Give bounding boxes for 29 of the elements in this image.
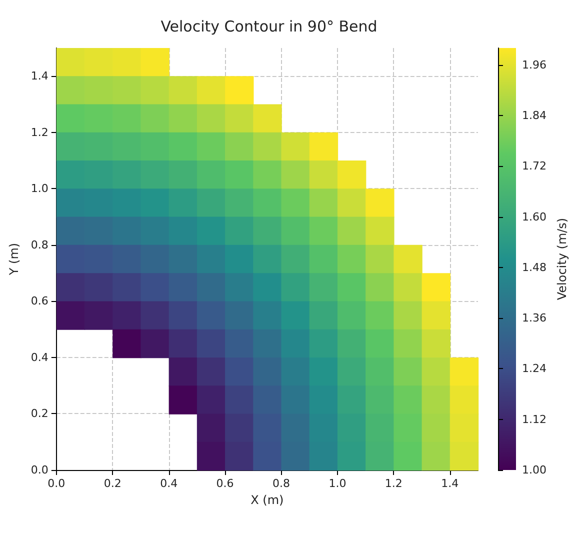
color-bar-title: Velocity (m/s) bbox=[555, 218, 569, 300]
x-tick-label: 0.2 bbox=[104, 477, 122, 490]
x-tick-label: 1.2 bbox=[384, 477, 402, 490]
color-bar-label: 1.36 bbox=[522, 312, 546, 325]
color-bar-label: 1.48 bbox=[522, 260, 546, 274]
x-tick-label: 0.0 bbox=[48, 477, 66, 490]
y-tick-label: 1.0 bbox=[30, 182, 48, 196]
y-tick-label: 0.2 bbox=[30, 407, 48, 420]
y-tick-label: 0.4 bbox=[30, 350, 48, 364]
y-tick-label: 0.6 bbox=[30, 294, 48, 308]
color-bar-label: 1.00 bbox=[522, 464, 546, 476]
y-tick-label: 1.4 bbox=[30, 70, 48, 83]
y-axis-title: Y (m) bbox=[7, 242, 21, 276]
color-bar-label: 1.60 bbox=[522, 210, 546, 224]
x-axis-title: X (m) bbox=[250, 493, 284, 507]
color-bar-label: 1.96 bbox=[522, 58, 546, 72]
color-bar-label: 1.12 bbox=[522, 412, 546, 426]
color-bar-label: 1.24 bbox=[522, 362, 546, 376]
x-tick-label: 0.6 bbox=[216, 477, 234, 490]
x-tick-label: 0.4 bbox=[160, 477, 178, 490]
color-bar-label: 1.84 bbox=[522, 109, 546, 122]
y-tick-label: 0.8 bbox=[30, 238, 48, 252]
x-tick-label: 1.4 bbox=[441, 477, 459, 490]
color-bar-label: 1.72 bbox=[522, 160, 546, 173]
y-tick-label: 0.0 bbox=[30, 464, 48, 476]
y-tick-label: 1.2 bbox=[30, 126, 48, 139]
x-tick-label: 1.0 bbox=[328, 477, 346, 490]
chart-title: Velocity Contour in 90° Bend bbox=[160, 18, 378, 36]
x-tick-label: 0.8 bbox=[272, 477, 290, 490]
